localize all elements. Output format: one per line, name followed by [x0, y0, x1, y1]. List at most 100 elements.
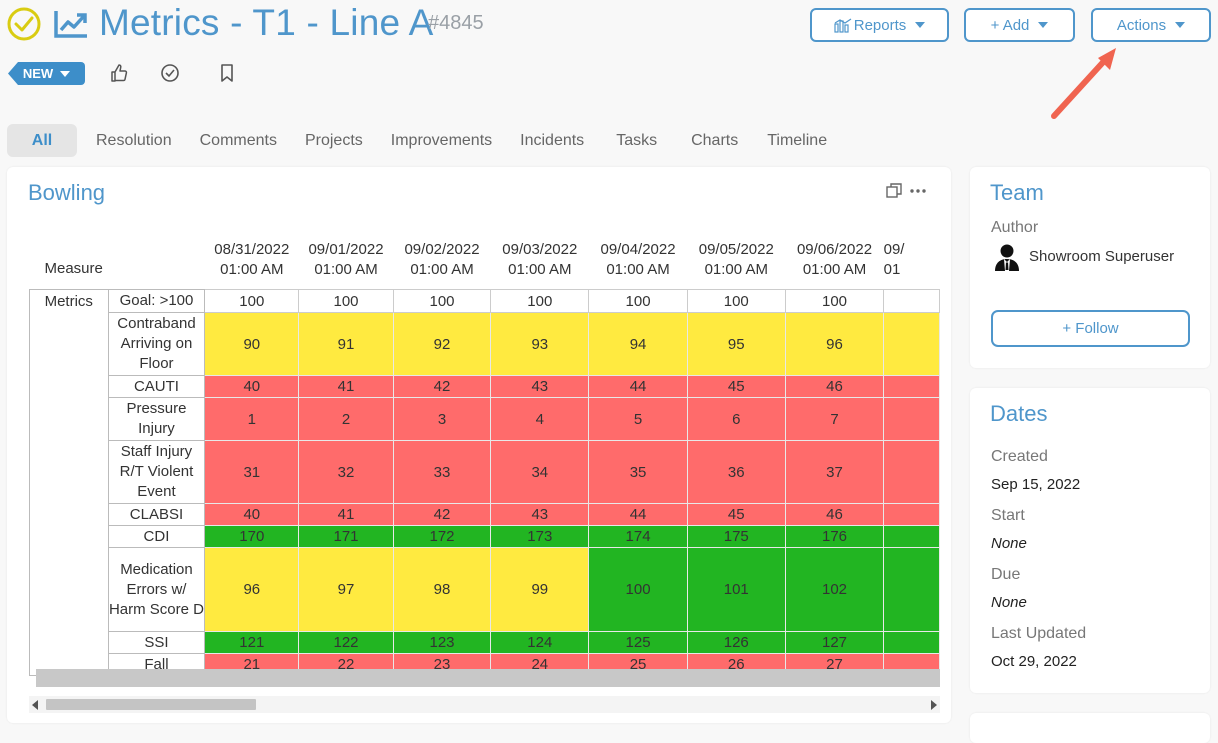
- thumbs-up-icon[interactable]: [108, 62, 130, 84]
- metric-value-cell[interactable]: [883, 312, 940, 376]
- metric-value-cell[interactable]: 92: [392, 312, 492, 376]
- tab-projects[interactable]: Projects: [304, 131, 363, 149]
- metric-value-cell[interactable]: 36: [686, 440, 786, 504]
- metric-value-cell[interactable]: 46: [784, 503, 885, 526]
- metric-value-cell[interactable]: 3: [392, 397, 492, 441]
- tab-resolution[interactable]: Resolution: [96, 131, 172, 149]
- metric-value-cell[interactable]: 122: [298, 631, 394, 654]
- metric-value-cell[interactable]: 5: [588, 397, 688, 441]
- metric-value-cell[interactable]: 41: [298, 503, 394, 526]
- metric-value-cell[interactable]: 34: [490, 440, 590, 504]
- date-header-date: 09/01/2022: [308, 240, 384, 258]
- metric-value-cell[interactable]: 100: [490, 289, 590, 313]
- metric-value-cell[interactable]: [883, 525, 940, 548]
- metric-value-cell[interactable]: [883, 397, 940, 441]
- metric-value-cell[interactable]: 121: [204, 631, 300, 654]
- expand-icon[interactable]: [886, 183, 902, 199]
- tab-improvements[interactable]: Improvements: [390, 131, 493, 149]
- horizontal-scrollbar[interactable]: [29, 696, 940, 713]
- metric-value-cell[interactable]: [883, 503, 940, 526]
- metric-value-cell[interactable]: 43: [490, 503, 590, 526]
- metric-value-cell[interactable]: 100: [588, 547, 688, 632]
- scroll-right-icon[interactable]: [931, 700, 937, 710]
- scroll-thumb[interactable]: [46, 699, 256, 710]
- metric-value-cell[interactable]: 31: [204, 440, 300, 504]
- metric-value-cell[interactable]: 172: [392, 525, 492, 548]
- metric-value-cell[interactable]: 44: [588, 503, 688, 526]
- metric-value-cell[interactable]: 123: [392, 631, 492, 654]
- metric-value-cell[interactable]: [883, 375, 940, 398]
- bookmark-icon[interactable]: [216, 62, 238, 84]
- metric-value-cell[interactable]: 45: [686, 503, 786, 526]
- metric-value-cell[interactable]: 100: [686, 289, 786, 313]
- tab-tasks[interactable]: Tasks: [616, 131, 658, 149]
- metric-value-cell[interactable]: 99: [490, 547, 590, 632]
- metric-value-cell[interactable]: 42: [392, 503, 492, 526]
- metric-value-cell[interactable]: 2: [298, 397, 394, 441]
- metric-value-cell[interactable]: [883, 631, 940, 654]
- metric-value-cell[interactable]: 40: [204, 375, 300, 398]
- metric-value-cell[interactable]: 44: [588, 375, 688, 398]
- more-options-icon[interactable]: [910, 188, 926, 194]
- metric-value-cell[interactable]: 43: [490, 375, 590, 398]
- metric-value-cell[interactable]: 176: [784, 525, 885, 548]
- reports-button[interactable]: Reports: [810, 8, 949, 42]
- metric-value-cell[interactable]: 90: [204, 312, 300, 376]
- status-badge[interactable]: NEW: [8, 62, 85, 85]
- status-label: NEW: [22, 66, 54, 81]
- metric-value-cell[interactable]: 42: [392, 375, 492, 398]
- metric-value-cell[interactable]: 32: [298, 440, 394, 504]
- author-name[interactable]: Showroom Superuser: [1029, 248, 1175, 265]
- metric-value-cell[interactable]: 100: [204, 289, 300, 313]
- metric-value-cell[interactable]: 91: [298, 312, 394, 376]
- metric-value-cell[interactable]: 96: [204, 547, 300, 632]
- metric-value-cell[interactable]: 4: [490, 397, 590, 441]
- metric-value-cell[interactable]: 170: [204, 525, 300, 548]
- check-circle-outline-icon[interactable]: [159, 62, 181, 84]
- metric-value-cell[interactable]: 171: [298, 525, 394, 548]
- metric-value-cell[interactable]: 173: [490, 525, 590, 548]
- metric-value-cell[interactable]: 125: [588, 631, 688, 654]
- metric-value-cell[interactable]: 1: [204, 397, 300, 441]
- bowling-table-scroll[interactable]: Measure 08/31/2022 01:00 AM 09/01/2022 01:0…: [29, 230, 940, 688]
- metric-value-cell[interactable]: [883, 547, 940, 632]
- follow-button[interactable]: + Follow: [991, 310, 1190, 347]
- metric-value-cell[interactable]: 6: [686, 397, 786, 441]
- metric-value-cell[interactable]: 7: [784, 397, 885, 441]
- metric-value-cell[interactable]: 127: [784, 631, 885, 654]
- metric-value-cell[interactable]: 97: [298, 547, 394, 632]
- tab-all[interactable]: All: [7, 124, 77, 157]
- metric-value-cell[interactable]: [883, 289, 940, 313]
- metric-value-cell[interactable]: 96: [784, 312, 885, 376]
- metric-value-cell[interactable]: 174: [588, 525, 688, 548]
- actions-button[interactable]: Actions: [1091, 8, 1211, 42]
- metric-value-cell[interactable]: 37: [784, 440, 885, 504]
- metric-value-cell[interactable]: 124: [490, 631, 590, 654]
- metric-value-cell[interactable]: 46: [784, 375, 885, 398]
- metric-value-cell[interactable]: 101: [686, 547, 786, 632]
- metric-value-cell[interactable]: 95: [686, 312, 786, 376]
- metric-value-cell[interactable]: [883, 440, 940, 504]
- metric-value-cell[interactable]: 175: [686, 525, 786, 548]
- metric-value-cell[interactable]: 102: [784, 547, 885, 632]
- metric-value-cell[interactable]: 45: [686, 375, 786, 398]
- add-button[interactable]: + Add: [964, 8, 1075, 42]
- metric-value-cell[interactable]: 94: [588, 312, 688, 376]
- tab-comments[interactable]: Comments: [199, 131, 277, 149]
- metric-value-cell[interactable]: 40: [204, 503, 300, 526]
- metric-value-cell[interactable]: 126: [686, 631, 786, 654]
- metric-value-cell[interactable]: 100: [298, 289, 394, 313]
- tab-timeline[interactable]: Timeline: [767, 131, 828, 149]
- metric-value-cell[interactable]: 100: [588, 289, 688, 313]
- tab-incidents[interactable]: Incidents: [520, 131, 585, 149]
- table-row: Contraband Arriving on Floor 90 91 92 93 94 95…: [30, 312, 940, 376]
- metric-value-cell[interactable]: 100: [392, 289, 492, 313]
- metric-value-cell[interactable]: 93: [490, 312, 590, 376]
- tab-charts[interactable]: Charts: [691, 131, 739, 149]
- metric-value-cell[interactable]: 35: [588, 440, 688, 504]
- metric-value-cell[interactable]: 33: [392, 440, 492, 504]
- metric-value-cell[interactable]: 98: [392, 547, 492, 632]
- scroll-left-icon[interactable]: [32, 700, 38, 710]
- metric-value-cell[interactable]: 100: [784, 289, 885, 313]
- metric-value-cell[interactable]: 41: [298, 375, 394, 398]
